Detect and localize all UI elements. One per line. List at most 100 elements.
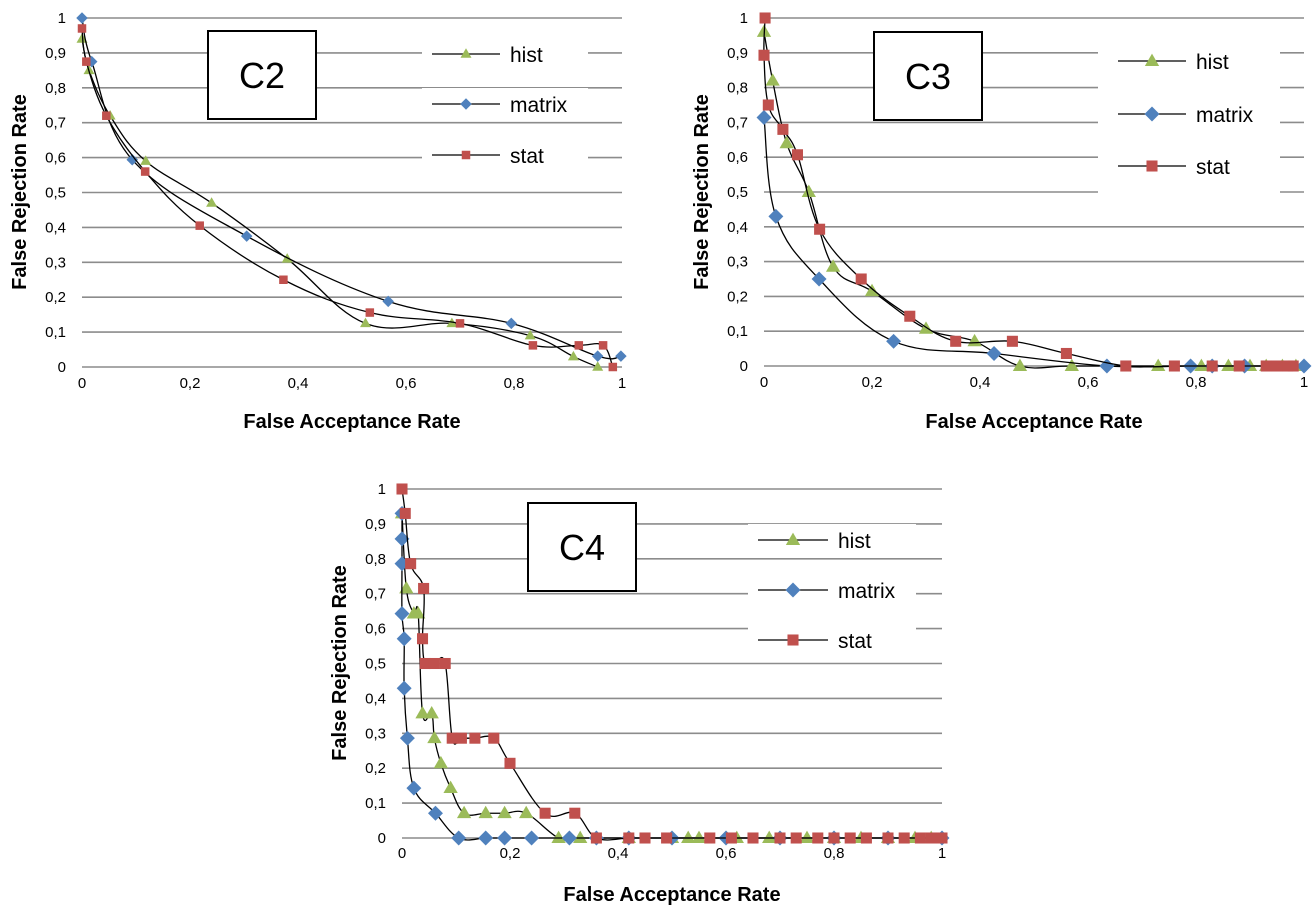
matrix-point: [240, 230, 253, 242]
hist-point: [399, 581, 414, 594]
stat-point: [455, 319, 465, 328]
hist-point: [206, 197, 218, 207]
stat-point: [195, 221, 204, 230]
legend-label: stat: [838, 630, 872, 653]
matrix-point: [524, 830, 540, 846]
y-tick-label: 0,8: [45, 80, 66, 97]
chart-label: C3: [905, 56, 951, 97]
series-hist: [76, 33, 604, 371]
stat-point: [791, 149, 804, 161]
y-tick-label: 0,8: [727, 80, 748, 97]
stat-point: [936, 832, 948, 844]
y-tick-label: 0,7: [727, 114, 748, 131]
x-axis-title: False Acceptance Rate: [243, 411, 460, 433]
stat-point: [365, 308, 375, 317]
y-tick-label: 0,1: [365, 795, 386, 812]
stat-point: [82, 57, 91, 66]
stat-point: [623, 832, 635, 844]
stat-point: [598, 341, 608, 350]
y-tick-label: 0,7: [45, 115, 66, 132]
y-axis-title: False Rejection Rate: [329, 565, 351, 761]
stat-point: [844, 832, 856, 844]
hist-point: [551, 830, 566, 843]
legend-entry-matrix: matrix: [758, 580, 896, 603]
x-tick-label: 1: [618, 375, 626, 392]
matrix-point: [1099, 358, 1115, 374]
stat-point: [1168, 360, 1180, 372]
stat-point: [590, 832, 602, 844]
y-tick-label: 0,4: [365, 690, 386, 707]
legend-background: [1098, 39, 1280, 193]
matrix-point: [406, 780, 422, 796]
y-tick-label: 1: [58, 10, 66, 27]
matrix-point: [497, 830, 513, 846]
stat-point: [1206, 360, 1218, 372]
hist-point: [427, 730, 442, 744]
stat-point: [439, 657, 451, 670]
x-tick-label: 0,2: [862, 374, 883, 391]
legend-label: matrix: [838, 580, 896, 603]
legend-diamond-icon: [460, 98, 472, 110]
y-tick-label: 0: [58, 359, 66, 376]
y-axis-title: False Rejection Rate: [9, 94, 31, 290]
matrix-point: [126, 153, 138, 166]
series-stat: [77, 24, 618, 372]
stat-point: [405, 558, 417, 570]
matrix-point: [396, 680, 412, 696]
stat-point: [1260, 360, 1272, 372]
stat-point: [904, 310, 916, 322]
legend-square-icon: [787, 634, 799, 646]
hist-point: [140, 155, 152, 165]
x-tick-label: 0,4: [608, 845, 629, 862]
y-tick-label: 0,2: [365, 760, 386, 777]
legend-label: matrix: [1196, 104, 1254, 127]
stat-point: [704, 832, 716, 844]
legend-triangle-icon: [460, 48, 472, 58]
stat-point: [608, 362, 618, 372]
y-tick-label: 0,9: [727, 45, 748, 62]
x-tick-label: 0,4: [288, 375, 309, 392]
stat-point: [1287, 360, 1299, 372]
hist-point: [411, 606, 426, 619]
matrix-point: [399, 730, 415, 746]
matrix-point: [451, 830, 467, 846]
y-tick-label: 0,3: [45, 254, 66, 271]
legend-label: hist: [1196, 51, 1229, 74]
hist-point: [762, 830, 777, 843]
stat-point: [814, 223, 826, 235]
x-tick-label: 0: [760, 374, 768, 391]
y-tick-label: 1: [378, 481, 386, 498]
y-tick-label: 0,6: [365, 621, 386, 638]
matrix-point: [394, 531, 410, 547]
stat-point: [812, 832, 824, 844]
hist-point: [765, 73, 780, 86]
hist-point: [567, 350, 579, 361]
matrix-point: [768, 208, 784, 224]
legend-label: matrix: [510, 94, 568, 117]
y-tick-label: 1: [740, 10, 748, 27]
series-hist: [394, 506, 939, 843]
y-tick-label: 0,7: [365, 586, 386, 603]
y-tick-label: 0: [740, 358, 748, 375]
stat-point: [1006, 335, 1018, 347]
hist-point: [1221, 358, 1236, 371]
x-axis-title: False Acceptance Rate: [563, 884, 780, 906]
x-tick-label: 0,2: [180, 375, 201, 392]
x-tick-label: 0,6: [716, 845, 737, 862]
stat-point: [428, 657, 440, 670]
chart-c2: 0 0,1 0,2 0,3 0,4 0,5 0,6 0,7 0,8 0,9 1 0 0,2 0,4 0,6 0…: [9, 10, 627, 433]
legend-entry-matrix: matrix: [1118, 104, 1254, 127]
matrix-point: [76, 12, 88, 24]
matrix-point: [1296, 358, 1312, 374]
stat-point: [418, 582, 430, 594]
y-axis-title: False Rejection Rate: [691, 94, 713, 290]
stat-point: [950, 335, 962, 347]
stat-point: [747, 832, 759, 844]
legend-label: hist: [510, 44, 543, 67]
matrix-point: [428, 805, 443, 821]
stat-point: [539, 807, 551, 819]
stat-point: [102, 111, 111, 120]
stat-point: [758, 49, 770, 61]
chart-label-box: [873, 31, 983, 121]
